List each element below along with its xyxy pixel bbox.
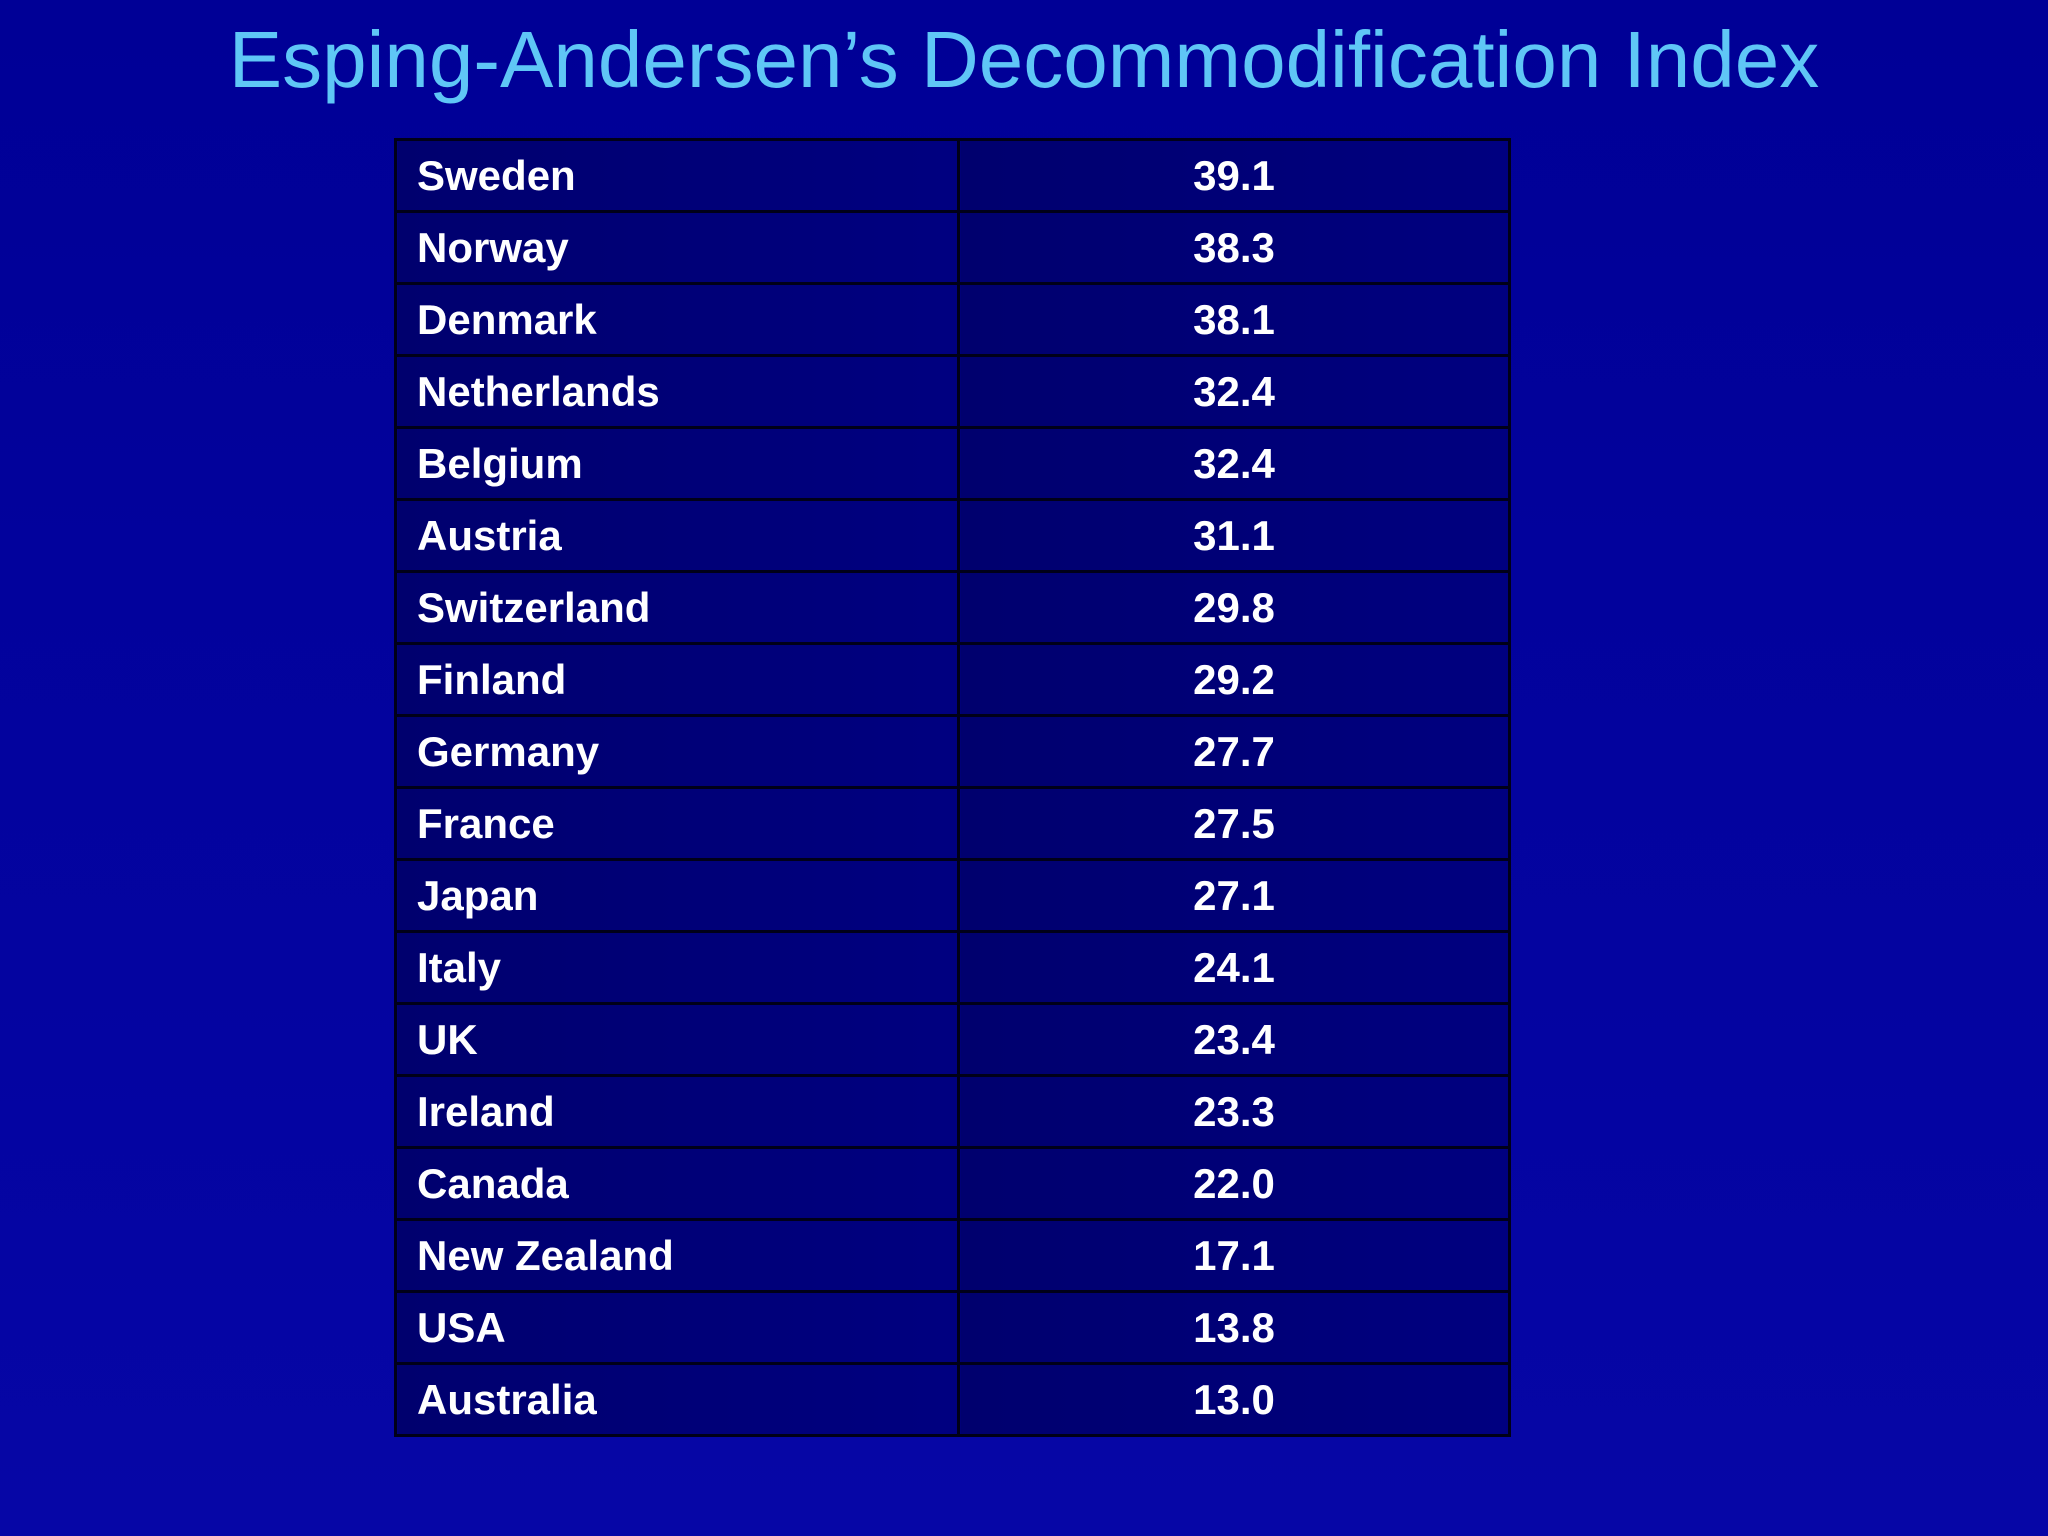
table-row: Japan 27.1 xyxy=(394,858,1511,933)
index-cell: 32.4 xyxy=(957,354,1511,429)
country-cell: Denmark xyxy=(394,282,960,357)
country-cell: Germany xyxy=(394,714,960,789)
country-cell: Austria xyxy=(394,498,960,573)
index-table: Sweden 39.1 Norway 38.3 Denmark 38.1 Netherlan… xyxy=(394,138,1511,1437)
table-body: Sweden 39.1 Norway 38.3 Denmark 38.1 Netherlan… xyxy=(394,138,1511,1437)
table-row: Germany 27.7 xyxy=(394,714,1511,789)
country-cell: Australia xyxy=(394,1362,960,1437)
country-cell: New Zealand xyxy=(394,1218,960,1293)
index-cell: 27.5 xyxy=(957,786,1511,861)
index-cell: 32.4 xyxy=(957,426,1511,501)
table-row: Switzerland 29.8 xyxy=(394,570,1511,645)
slide-title: Esping-Andersen’s Decommodification Inde… xyxy=(228,15,1820,104)
table-row: Canada 22.0 xyxy=(394,1146,1511,1221)
index-cell: 29.2 xyxy=(957,642,1511,717)
table-row: Netherlands 32.4 xyxy=(394,354,1511,429)
country-cell: Switzerland xyxy=(394,570,960,645)
table-row: New Zealand 17.1 xyxy=(394,1218,1511,1293)
index-cell: 23.3 xyxy=(957,1074,1511,1149)
index-cell: 23.4 xyxy=(957,1002,1511,1077)
country-cell: Ireland xyxy=(394,1074,960,1149)
index-cell: 22.0 xyxy=(957,1146,1511,1221)
table-row: Australia 13.0 xyxy=(394,1362,1511,1437)
index-cell: 38.3 xyxy=(957,210,1511,285)
country-cell: Italy xyxy=(394,930,960,1005)
country-cell: Belgium xyxy=(394,426,960,501)
table-row: Belgium 32.4 xyxy=(394,426,1511,501)
index-cell: 39.1 xyxy=(957,138,1511,213)
table-row: Italy 24.1 xyxy=(394,930,1511,1005)
table-row: France 27.5 xyxy=(394,786,1511,861)
table-row: Finland 29.2 xyxy=(394,642,1511,717)
table-row: Sweden 39.1 xyxy=(394,138,1511,213)
table-row: Austria 31.1 xyxy=(394,498,1511,573)
index-cell: 13.0 xyxy=(957,1362,1511,1437)
country-cell: USA xyxy=(394,1290,960,1365)
index-cell: 31.1 xyxy=(957,498,1511,573)
country-cell: Japan xyxy=(394,858,960,933)
country-cell: Canada xyxy=(394,1146,960,1221)
table-row: Denmark 38.1 xyxy=(394,282,1511,357)
table-row: Norway 38.3 xyxy=(394,210,1511,285)
index-cell: 24.1 xyxy=(957,930,1511,1005)
index-cell: 27.1 xyxy=(957,858,1511,933)
table-row: UK 23.4 xyxy=(394,1002,1511,1077)
index-cell: 27.7 xyxy=(957,714,1511,789)
country-cell: Sweden xyxy=(394,138,960,213)
table-row: USA 13.8 xyxy=(394,1290,1511,1365)
table-row: Ireland 23.3 xyxy=(394,1074,1511,1149)
index-cell: 38.1 xyxy=(957,282,1511,357)
country-cell: Netherlands xyxy=(394,354,960,429)
country-cell: France xyxy=(394,786,960,861)
country-cell: Norway xyxy=(394,210,960,285)
index-cell: 29.8 xyxy=(957,570,1511,645)
country-cell: Finland xyxy=(394,642,960,717)
index-cell: 13.8 xyxy=(957,1290,1511,1365)
index-cell: 17.1 xyxy=(957,1218,1511,1293)
country-cell: UK xyxy=(394,1002,960,1077)
